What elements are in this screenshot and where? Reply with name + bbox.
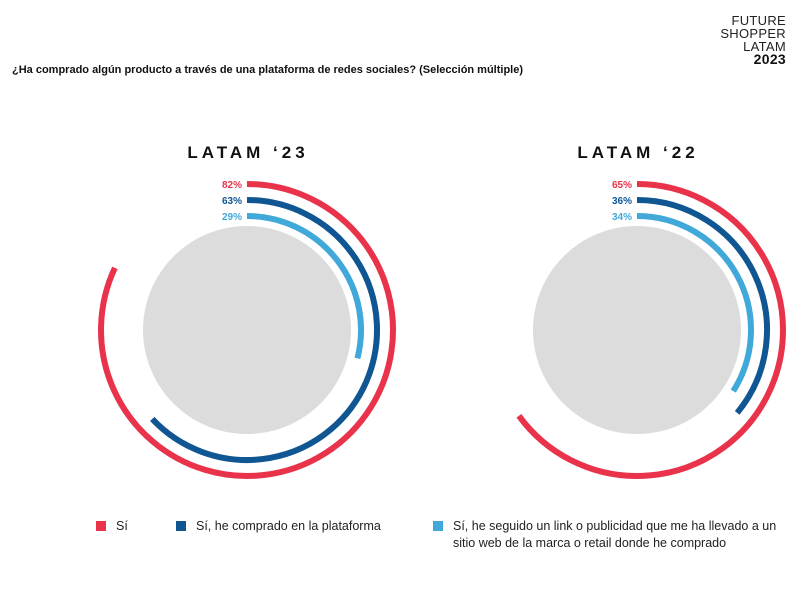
radial-chart-0: 82% 63% 29%: [98, 180, 396, 479]
value-label-series-0: 65%: [612, 180, 632, 191]
value-label-series-1: 63%: [222, 196, 242, 207]
arc-series-1: [150, 197, 380, 463]
arc-series-2: [636, 213, 754, 393]
chart-title-latam-23: LATAM ‘23: [187, 143, 309, 162]
arc-series-2: [246, 213, 364, 360]
brand-line-3: LATAM: [743, 39, 786, 54]
arc-series-0: [516, 181, 786, 479]
value-label-series-0: 82%: [222, 180, 242, 191]
chart-title-latam-22: LATAM ‘22: [577, 143, 699, 162]
brand-logo: FUTURE SHOPPER LATAM 2023: [720, 14, 786, 66]
legend-swatch-red: [96, 521, 106, 531]
legend-label: Sí, he comprado en la plataforma: [196, 519, 381, 533]
brand-year: 2023: [753, 51, 786, 67]
legend-swatch-light-blue: [433, 521, 443, 531]
center-disc: [143, 226, 351, 434]
legend-item-si: Sí: [96, 518, 128, 535]
value-label-series-1: 36%: [612, 196, 632, 207]
brand-line-1: FUTURE: [731, 13, 786, 28]
arc-series-1: [636, 197, 770, 415]
brand-line-2: SHOPPER: [720, 26, 786, 41]
center-disc: [533, 226, 741, 434]
legend-label: Sí, he seguido un link o publicidad que …: [453, 519, 777, 550]
legend-item-link-publicidad: Sí, he seguido un link o publicidad que …: [433, 518, 788, 552]
arc-series-0: [98, 181, 396, 479]
value-label-series-2: 29%: [222, 212, 242, 223]
question-text: ¿Ha comprado algún producto a través de …: [12, 64, 524, 76]
legend-swatch-dark-blue: [176, 521, 186, 531]
value-label-series-2: 34%: [612, 212, 632, 223]
legend-label: Sí: [116, 519, 128, 533]
radial-chart-1: 65% 36% 34%: [516, 180, 786, 479]
legend-item-comprado-plataforma: Sí, he comprado en la plataforma: [176, 518, 381, 535]
